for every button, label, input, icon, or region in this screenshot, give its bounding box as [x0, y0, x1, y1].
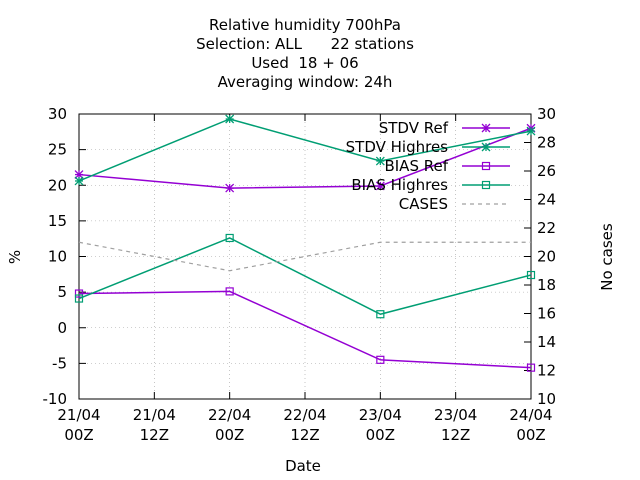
x-tick-label: 00Z [366, 426, 395, 444]
x-tick-label: 12Z [290, 426, 319, 444]
y-tick-label: 15 [48, 212, 67, 230]
legend-label: BIAS Highres [351, 176, 448, 194]
x-tick-label: 00Z [516, 426, 545, 444]
y-tick-label: 20 [48, 176, 67, 194]
legend-entry: BIAS Ref [384, 157, 510, 175]
legend-label: STDV Highres [346, 138, 449, 156]
series-layer [74, 114, 536, 372]
series-line [78, 237, 532, 316]
x-axis-label: Date [285, 457, 321, 475]
series-line [78, 127, 532, 189]
x-tick-label: 21/04 [57, 406, 100, 424]
legend-label: BIAS Ref [384, 157, 448, 175]
legend-entry: CASES [399, 195, 510, 213]
y2-axis-label: No cases [598, 223, 616, 291]
data-point [481, 123, 491, 133]
y-tick-label: 25 [48, 141, 67, 159]
data-point [481, 142, 491, 152]
series-stdv-ref [74, 123, 536, 193]
data-point [225, 233, 234, 243]
title-line-1: Relative humidity 700hPa [209, 16, 401, 34]
marker-stroke [74, 176, 84, 186]
y-tick-label: 0 [57, 319, 67, 337]
data-point [74, 170, 84, 180]
y2-tick-label: 16 [537, 305, 556, 323]
series-stdv-highres [74, 114, 536, 186]
data-point [375, 181, 385, 191]
series-line [78, 290, 532, 369]
marker-stroke [225, 183, 235, 193]
y-tick-label: 30 [48, 105, 67, 123]
legend-entry: BIAS Highres [351, 176, 510, 194]
y2-tick-label: 10 [537, 390, 556, 408]
x-tick-label: 21/04 [133, 406, 176, 424]
chart-title: Relative humidity 700hPa Selection: ALL … [0, 16, 610, 92]
data-point [225, 183, 235, 193]
axes: -10 -5 0 5 10 15 20 25 30 10 12 14 16 18 20 22 24 26 28 30 2… [43, 105, 557, 444]
x-tick-label: 24/04 [509, 406, 552, 424]
data-point [225, 287, 234, 296]
data-point [74, 176, 84, 186]
y-tick-label: -10 [43, 390, 68, 408]
marker-stroke [481, 142, 491, 152]
legend-label: STDV Ref [379, 119, 449, 137]
data-point [376, 310, 385, 319]
legend-entry: STDV Ref [379, 119, 510, 137]
y2-tick-label: 30 [537, 105, 556, 123]
x-tick-label: 23/04 [434, 406, 477, 424]
x-tick-label: 12Z [441, 426, 470, 444]
data-point [376, 355, 385, 364]
x-tick-label: 22/04 [283, 406, 326, 424]
y2-tick-label: 20 [537, 248, 556, 266]
y2-tick-label: 28 [537, 134, 556, 152]
legend-label: CASES [399, 195, 448, 213]
data-point [526, 126, 536, 136]
y-axis-label: % [6, 250, 24, 264]
y2-tick-label: 24 [537, 191, 556, 209]
data-point [481, 180, 491, 190]
y-tick-label: 10 [48, 248, 67, 266]
series-bias-ref [74, 287, 536, 372]
marker-stroke [481, 123, 491, 133]
series-bias-highres [74, 233, 536, 319]
y2-tick-label: 12 [537, 362, 556, 380]
marker-stroke [225, 114, 235, 124]
legend-entry: STDV Highres [346, 138, 510, 156]
data-point [375, 156, 385, 166]
x-tick-label: 12Z [140, 426, 169, 444]
x-tick-label: 00Z [64, 426, 93, 444]
title-line-4: Averaging window: 24h [217, 73, 393, 91]
y2-tick-label: 26 [537, 162, 556, 180]
y2-tick-label: 22 [537, 219, 556, 237]
y2-tick-label: 18 [537, 276, 556, 294]
marker-stroke [526, 126, 536, 136]
data-point [225, 114, 235, 124]
data-point [74, 294, 84, 303]
title-line-2: Selection: ALL 22 stations [196, 35, 414, 53]
data-point [526, 270, 536, 280]
x-tick-label: 00Z [215, 426, 244, 444]
data-point [74, 289, 84, 298]
series-line [78, 118, 532, 182]
title-line-3: Used 18 + 06 [251, 54, 359, 72]
grid [79, 114, 531, 399]
marker-stroke [375, 181, 385, 191]
data-point [481, 161, 491, 171]
marker-stroke [375, 156, 385, 166]
marker-stroke [74, 170, 84, 180]
y-tick-label: -5 [52, 354, 67, 372]
y2-tick-label: 14 [537, 333, 556, 351]
data-point [526, 363, 536, 372]
y-tick-label: 5 [57, 283, 67, 301]
x-tick-label: 22/04 [208, 406, 251, 424]
x-tick-label: 23/04 [359, 406, 402, 424]
